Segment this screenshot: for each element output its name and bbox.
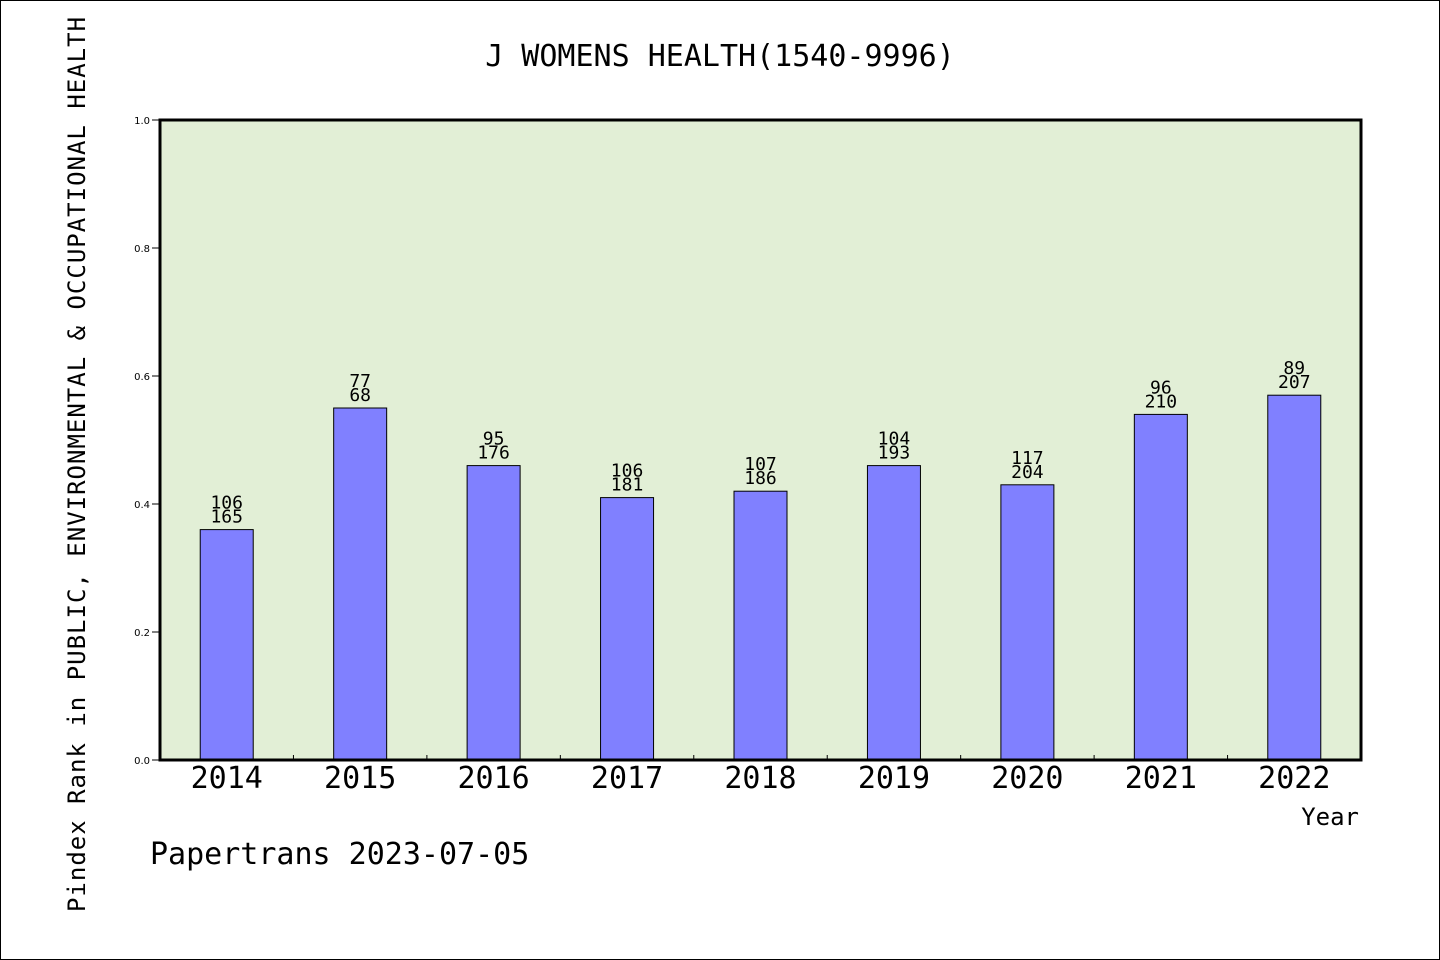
bar-label-top: 95 <box>483 429 505 450</box>
y-tick-label: 0.0 <box>134 756 150 767</box>
bar-2020 <box>1000 484 1055 761</box>
bar-label-bottom: 210 <box>1145 391 1178 412</box>
bar-label-top: 77 <box>349 371 371 392</box>
bar-2019 <box>866 465 921 761</box>
bar-label-top: 117 <box>1011 448 1044 469</box>
bar-2014 <box>199 529 254 761</box>
bar-2015 <box>333 407 388 761</box>
y-tick-label: 0.6 <box>134 372 150 383</box>
bar-label-bottom: 186 <box>744 468 777 489</box>
bar-label-top: 89 <box>1283 358 1305 379</box>
bar-label-bottom: 68 <box>349 385 371 406</box>
bar-series <box>199 394 1322 761</box>
bar-2016 <box>466 465 521 761</box>
bar-label-bottom: 165 <box>210 507 243 528</box>
y-tick-label: 0.8 <box>134 244 150 255</box>
y-axis: 0.0 0.2 0.4 0.6 0.8 1.0 <box>134 116 160 767</box>
plot-border <box>158 118 1363 762</box>
bar-label-bottom: 181 <box>611 475 644 496</box>
x-tick-label: 2018 <box>724 761 796 796</box>
bar-2021 <box>1133 413 1188 761</box>
y-tick-label: 0.2 <box>134 628 150 639</box>
x-tick-label: 2015 <box>324 761 396 796</box>
x-tick-label: 2014 <box>191 761 263 796</box>
x-tick-label: 2020 <box>991 761 1063 796</box>
bar-label-top: 106 <box>611 461 644 482</box>
bar-label-top: 106 <box>210 493 243 514</box>
x-tick-label: 2021 <box>1125 761 1197 796</box>
y-tick-label: 1.0 <box>134 116 150 127</box>
x-axis: 2014 2015 2016 2017 2018 2019 2020 2021 2022 <box>191 755 1330 796</box>
bar-2017 <box>600 497 655 761</box>
bar-label-top: 96 <box>1150 377 1172 398</box>
x-tick-label: 2019 <box>858 761 930 796</box>
chart-title: J WOMENS HEALTH(1540-9996) <box>485 39 955 74</box>
x-axis-label: Year <box>1301 803 1359 831</box>
footer-credit: Papertrans 2023-07-05 <box>150 837 529 872</box>
bar-label-top: 104 <box>878 429 911 450</box>
bar-2022 <box>1267 394 1322 761</box>
x-tick-label: 2017 <box>591 761 663 796</box>
y-axis-label: Pindex Rank in PUBLIC, ENVIRONMENTAL & O… <box>63 16 91 912</box>
x-tick-label: 2022 <box>1258 761 1330 796</box>
bar-label-bottom: 204 <box>1011 462 1044 483</box>
x-tick-label: 2016 <box>457 761 529 796</box>
bar-label-top: 107 <box>744 454 777 475</box>
bar-label-bottom: 207 <box>1278 372 1311 393</box>
bar-2018 <box>733 490 788 761</box>
bar-label-bottom: 193 <box>878 443 911 464</box>
bar-label-bottom: 176 <box>477 443 510 464</box>
y-tick-label: 0.4 <box>134 500 150 511</box>
